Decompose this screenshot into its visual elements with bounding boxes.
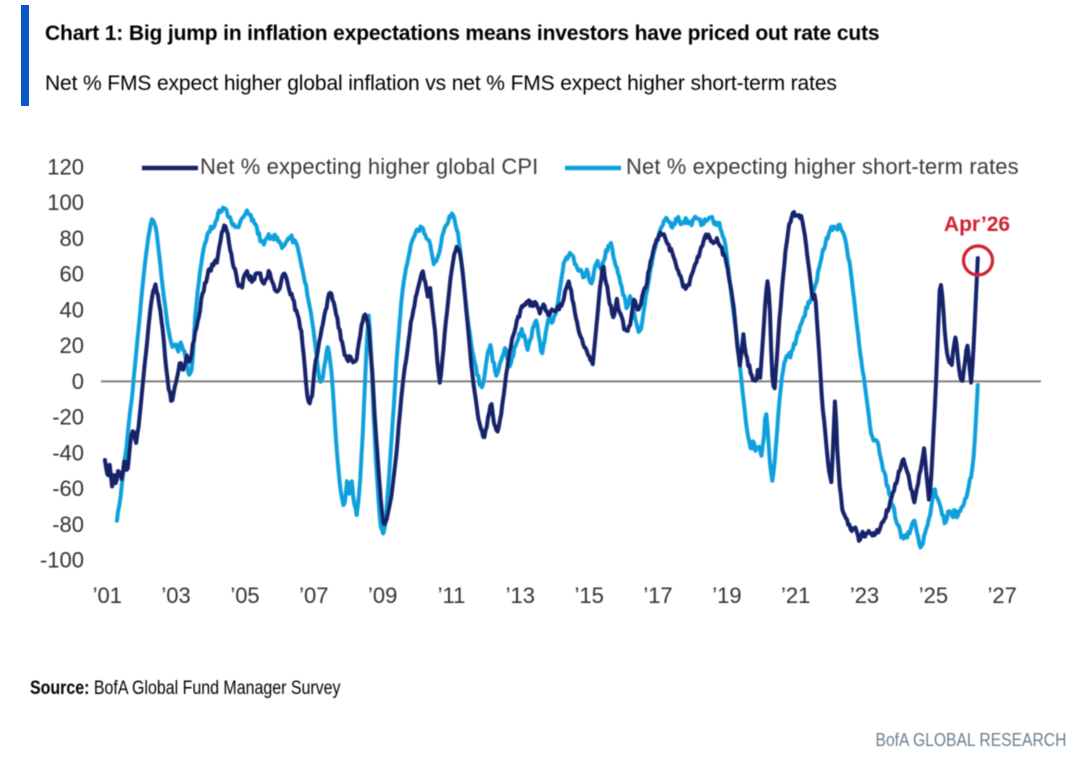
svg-text:100: 100 — [47, 190, 84, 215]
svg-text:20: 20 — [60, 333, 84, 358]
svg-text:120: 120 — [47, 155, 84, 180]
svg-text:’05: ’05 — [230, 583, 259, 608]
svg-text:60: 60 — [60, 262, 84, 287]
svg-text:’19: ’19 — [712, 583, 741, 608]
svg-text:80: 80 — [60, 226, 84, 251]
svg-text:-60: -60 — [52, 476, 84, 501]
svg-text:’15: ’15 — [575, 583, 604, 608]
svg-text:’25: ’25 — [919, 583, 948, 608]
svg-text:Net % expecting higher short-t: Net % expecting higher short-term rates — [626, 154, 1019, 179]
svg-text:40: 40 — [60, 297, 84, 322]
svg-text:’11: ’11 — [438, 583, 466, 608]
svg-text:’27: ’27 — [988, 583, 1017, 608]
svg-text:’01: ’01 — [93, 583, 122, 608]
svg-text:’07: ’07 — [299, 583, 328, 608]
svg-text:Net % expecting higher global: Net % expecting higher global CPI — [200, 154, 538, 179]
svg-text:-40: -40 — [52, 440, 84, 465]
svg-text:’03: ’03 — [161, 583, 190, 608]
svg-text:’23: ’23 — [850, 583, 879, 608]
svg-text:-100: -100 — [40, 548, 84, 573]
svg-text:-80: -80 — [52, 512, 84, 537]
svg-text:Apr’26: Apr’26 — [944, 213, 1010, 236]
svg-text:’13: ’13 — [506, 583, 535, 608]
svg-text:’21: ’21 — [781, 583, 810, 608]
svg-text:-20: -20 — [52, 405, 84, 430]
svg-text:’09: ’09 — [368, 583, 397, 608]
svg-text:’17: ’17 — [643, 583, 672, 608]
svg-text:0: 0 — [72, 369, 84, 394]
